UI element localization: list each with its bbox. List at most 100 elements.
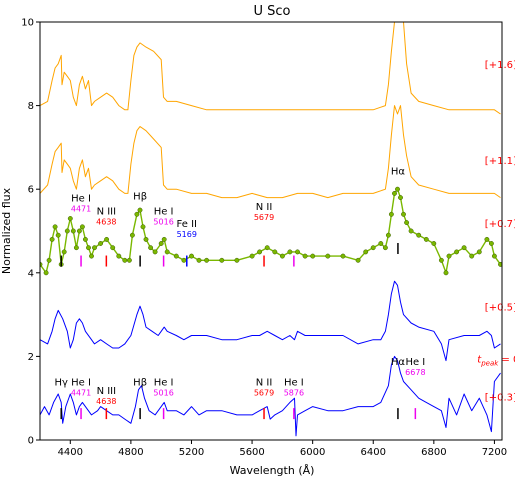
spectrum-marker: [52, 224, 58, 230]
spectrum-marker: [423, 236, 429, 242]
tpeak-label-sub: peak: [480, 360, 499, 368]
spectrum-marker: [158, 241, 164, 246]
y-tick-label: 10: [21, 18, 34, 29]
line-id-wavelength-upper: 5679: [254, 213, 274, 222]
x-tick-label: 5200: [179, 447, 204, 458]
line-id-name-lower: N II: [256, 378, 273, 389]
spectrum-marker: [181, 257, 187, 263]
x-tick-label: 6000: [300, 447, 325, 458]
line-id-wavelength-lower: 5876: [284, 389, 304, 398]
spectrum-marker: [61, 249, 67, 255]
spectrum-marker: [408, 228, 414, 234]
axes: 4400 4800 5200 5600 6000 6400 6800 7200 0 2 4 6 8 10: [21, 18, 507, 459]
spectrum-marker: [488, 241, 494, 246]
spectrum-marker: [116, 253, 122, 259]
spectrum-line-3: [40, 280, 501, 362]
x-tick-label: 6400: [361, 447, 386, 458]
spectrum-marker: [378, 241, 384, 246]
spectrum-marker: [148, 245, 154, 251]
plot-frame: [39, 21, 503, 441]
spectrum-marker: [498, 261, 502, 267]
spectrum-marker: [438, 257, 444, 263]
plot-area: [40, 22, 502, 437]
tpeak-label: tpeak = 0.4: [477, 355, 515, 368]
spectrum-marker: [295, 249, 300, 255]
spectrum-marker: [189, 253, 194, 259]
spectrum-marker: [340, 253, 346, 259]
spectrum-line-1: [40, 105, 501, 199]
phase-label: [+1.1]: [485, 156, 515, 167]
spectrum-marker: [70, 228, 76, 234]
spectrum-marker: [385, 232, 391, 238]
spectrum-marker: [143, 236, 149, 242]
phase-label: [+1.6]: [485, 60, 515, 71]
line-id-wavelength-lower: 5679: [254, 389, 274, 398]
spectrum-line-0: [40, 22, 501, 115]
spectrum-marker: [161, 236, 167, 242]
line-id-name-lower: Hα: [391, 357, 406, 368]
line-id-name-lower: He I: [284, 378, 304, 389]
spectrum-marker: [257, 249, 263, 255]
line-id-wavelength-lower: 4638: [96, 397, 116, 406]
spectrum-marker: [310, 253, 316, 259]
line-id-name-upper: He I: [154, 206, 174, 217]
spectrum-marker: [55, 232, 61, 238]
spectrum-marker: [76, 228, 82, 234]
y-axis-label: Normalized flux: [0, 187, 13, 274]
chart-title: U Sco: [253, 4, 290, 19]
tpeak-label-t: t: [477, 355, 482, 366]
spectrum-marker: [370, 245, 376, 251]
spectrum-marker: [395, 186, 400, 192]
spectrum-marker: [67, 216, 73, 221]
spectrum-marker: [272, 249, 278, 255]
x-tick-label: 4400: [58, 447, 83, 458]
spectrum-marker: [431, 241, 437, 246]
line-id-name-lower: He I: [405, 357, 425, 368]
line-id-name-lower: He I: [71, 378, 91, 389]
spectrum-marker: [446, 253, 452, 259]
line-id-wavelength-lower: 5016: [153, 389, 173, 398]
spectrum-marker: [398, 195, 403, 201]
spectrum-marker: [363, 249, 369, 255]
spectrum-marker: [173, 253, 179, 259]
x-tick-label: 7200: [482, 447, 507, 458]
y-tick-label: 6: [28, 185, 34, 196]
spectrum-marker: [79, 224, 85, 230]
spectrum-marker: [491, 253, 497, 259]
phase-label: [+0.7]: [485, 219, 515, 230]
spectrum-marker: [392, 190, 397, 196]
y-tick-label: 2: [28, 352, 34, 363]
y-tick-label: 0: [28, 436, 34, 447]
spectrum-marker: [454, 249, 460, 255]
spectrum-marker: [98, 241, 104, 246]
spectrum-marker: [134, 211, 140, 217]
phase-label: [+0.5]: [485, 302, 515, 313]
spectrum-marker: [82, 236, 88, 242]
spectrum-marker: [92, 245, 97, 251]
spectrum-marker: [382, 245, 388, 251]
line-id-name-upper: N III: [97, 206, 117, 217]
spectrum-marker: [404, 220, 410, 226]
spectrum-marker: [126, 257, 132, 263]
spectrum-marker: [152, 249, 158, 255]
x-axis-label: Wavelength (Å): [230, 464, 315, 477]
spectrum-marker: [355, 257, 361, 263]
spectrum-marker: [325, 253, 331, 259]
spectrum-marker: [164, 249, 170, 255]
line-id-name-lower: N III: [97, 386, 117, 397]
line-id-name-lower: Hγ: [54, 378, 68, 389]
spectrum-marker: [219, 257, 225, 263]
spectrum-marker: [64, 228, 70, 234]
spectrum-line-4: [40, 355, 501, 437]
x-tick-label: 4800: [118, 447, 143, 458]
line-id-name-upper: Hβ: [133, 192, 147, 203]
spectrum-marker: [416, 232, 422, 238]
spectrum-marker: [476, 249, 482, 255]
line-id-wavelength-upper: 4471: [71, 205, 91, 214]
line-id-wavelength-lower: 4471: [71, 389, 91, 398]
spectrum-marker: [137, 207, 143, 213]
y-tick-label: 4: [28, 268, 34, 279]
y-tick-label: 8: [28, 101, 34, 112]
line-id-wavelength-upper: 5169: [177, 230, 197, 239]
